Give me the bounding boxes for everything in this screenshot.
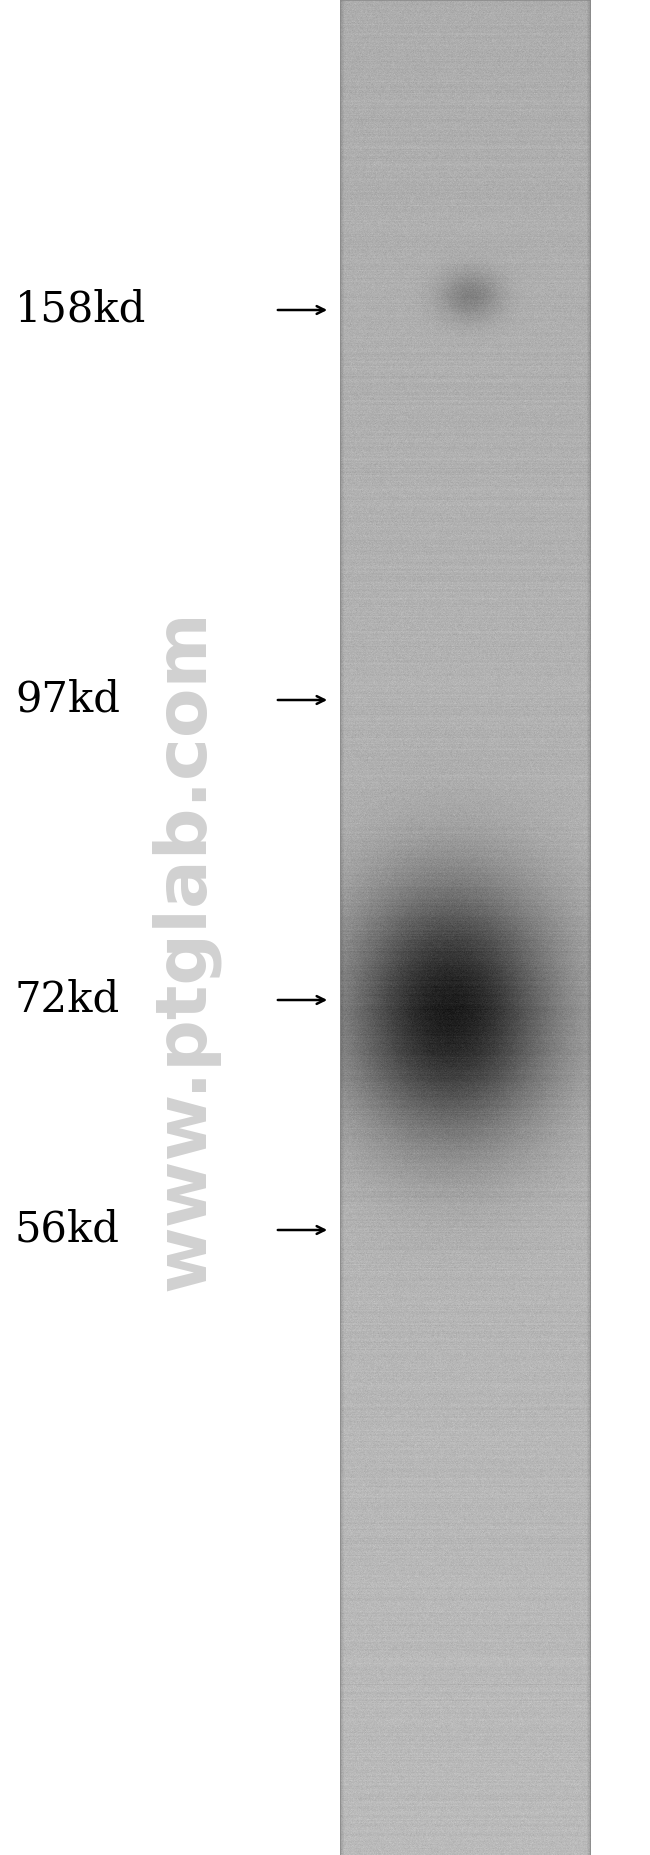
Bar	[340, 0, 590, 1855]
Text: www.ptglab.com: www.ptglab.com	[150, 608, 220, 1291]
Text: 72kd: 72kd	[15, 979, 120, 1020]
Text: 97kd: 97kd	[15, 679, 120, 722]
Text: 158kd: 158kd	[15, 289, 146, 330]
Text: 56kd: 56kd	[15, 1209, 120, 1250]
